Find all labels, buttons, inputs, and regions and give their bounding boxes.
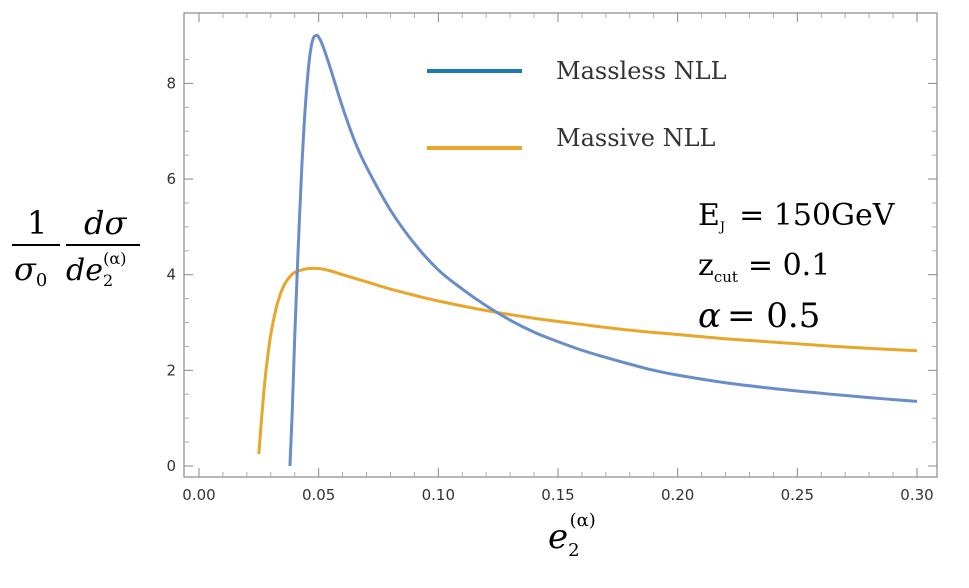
x-tick-label-3: 0.15	[541, 486, 574, 504]
legend-label-massive: Massive NLL	[556, 124, 716, 152]
x-tick-label-5: 0.25	[781, 486, 814, 504]
annotation-energy: EJ = 150GeV	[698, 198, 896, 235]
legend-label-massless: Massless NLL	[556, 57, 727, 85]
x-tick-label-2: 0.10	[422, 486, 455, 504]
y-tick-label-1: 2	[166, 361, 176, 379]
y-tick-label-2: 4	[166, 266, 176, 284]
series-layer	[257, 34, 918, 467]
x-tick-label-1: 0.05	[302, 486, 335, 504]
series-line-massive-nll	[257, 266, 918, 455]
legend: Massless NLL Massive NLL	[427, 57, 727, 152]
ticks-layer: 0.00 0.05 0.10 0.15 0.20 0.25 0.30 0 2 4 6 8	[166, 13, 937, 504]
x-tick-label-6: 0.30	[900, 486, 933, 504]
plot-frame	[183, 12, 938, 478]
series-line-massless-nll	[288, 34, 918, 467]
ylabel-dsigma: dσ	[84, 204, 127, 242]
x-tick-label-0: 0.00	[182, 486, 215, 504]
annotation-zcut: zcut = 0.1	[698, 248, 830, 286]
y-tick-label-0: 0	[166, 457, 176, 475]
ylabel-one: 1	[27, 204, 47, 242]
y-tick-label-4: 8	[166, 74, 176, 92]
annotations: EJ = 150GeV zcut = 0.1 α = 0.5	[698, 198, 896, 336]
y-axis-label: 1 σ0 dσ de2(α)	[12, 204, 140, 291]
x-axis-label: e2(α)	[548, 510, 596, 561]
ylabel-de: de2(α)	[66, 249, 126, 290]
annotation-alpha: α = 0.5	[698, 296, 820, 336]
x-tick-label-4: 0.20	[661, 486, 694, 504]
ylabel-sigma0: σ0	[14, 250, 47, 291]
y-tick-label-3: 6	[166, 170, 176, 188]
